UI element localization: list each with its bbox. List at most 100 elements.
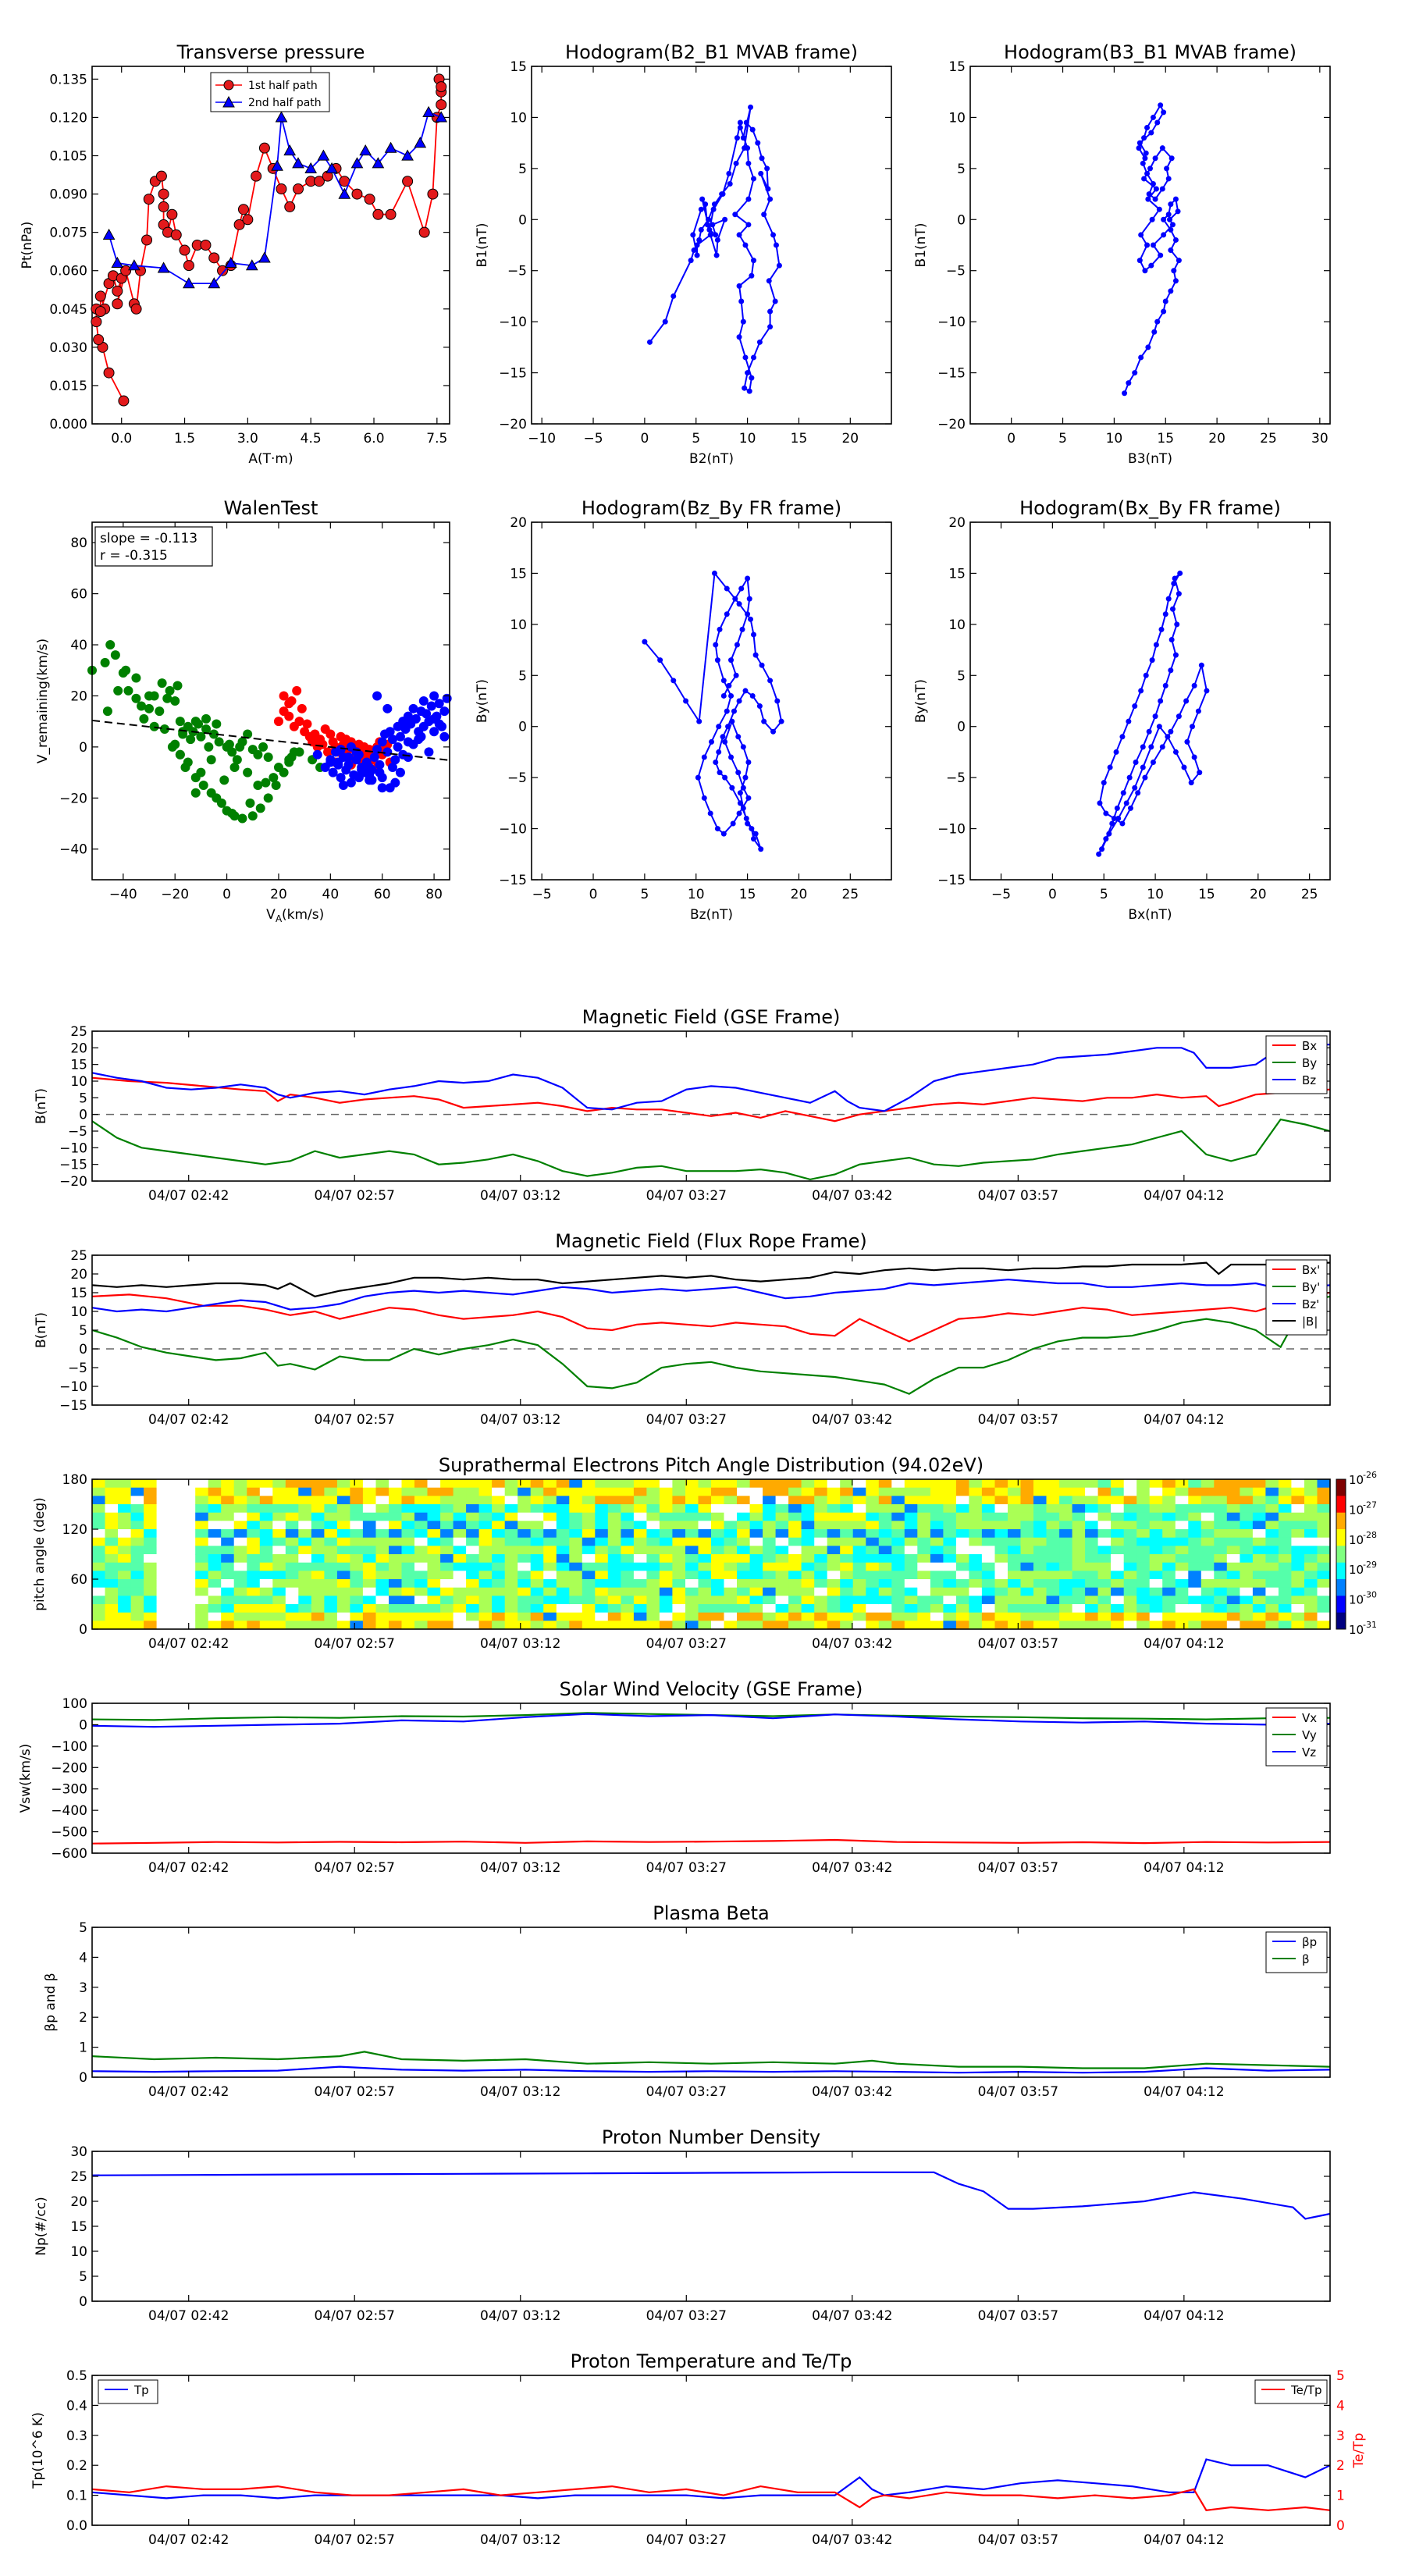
heatmap-cell (595, 1571, 609, 1580)
heatmap-cell (595, 1512, 609, 1521)
heatmap-cell (569, 1554, 583, 1564)
heatmap-cell (518, 1496, 532, 1505)
heatmap-cell (917, 1621, 931, 1630)
hodogram-point (742, 242, 749, 248)
hodogram-point (1138, 688, 1144, 694)
heatmap-cell (633, 1529, 647, 1539)
heatmap-cell (1214, 1504, 1228, 1514)
walen-point-green (212, 793, 222, 803)
heatmap-cell (737, 1587, 750, 1596)
heatmap-cell (607, 1579, 621, 1589)
heatmap-cell (659, 1529, 673, 1539)
heatmap-cell (130, 1546, 144, 1555)
heatmap-cell (1020, 1562, 1034, 1571)
heatmap-cell (556, 1554, 570, 1564)
heatmap-cell (930, 1512, 944, 1521)
hodogram-point (683, 698, 689, 704)
heatmap-cell (259, 1554, 273, 1564)
x-tick-label: 04/07 02:57 (315, 1188, 395, 1204)
hodogram-point (1172, 575, 1178, 582)
heatmap-cell (182, 1554, 196, 1564)
heatmap-cell (1291, 1571, 1305, 1580)
heatmap-cell (453, 1537, 467, 1546)
y-tick-label-right: 1 (1336, 2489, 1345, 2504)
heatmap-cell (362, 1579, 376, 1589)
hodogram-point (713, 252, 720, 258)
heatmap-cell (917, 1496, 931, 1505)
heatmap-cell (801, 1612, 815, 1621)
heatmap-cell (981, 1571, 995, 1580)
heatmap-cell (169, 1554, 183, 1564)
heatmap-cell (814, 1479, 828, 1489)
heatmap-cell (401, 1604, 415, 1614)
heatmap-cell (362, 1546, 376, 1555)
heatmap-cell (247, 1587, 261, 1596)
walen-point-green (263, 793, 273, 803)
heatmap-cell (685, 1496, 699, 1505)
heatmap-cell (955, 1512, 969, 1521)
hodogram-point (1147, 165, 1153, 172)
heatmap-cell (582, 1587, 596, 1596)
x-tick-label: −5 (532, 887, 552, 902)
heatmap-cell (247, 1504, 261, 1514)
hodogram-point (732, 596, 738, 602)
heatmap-cell (775, 1529, 789, 1539)
heatmap-cell (375, 1596, 389, 1605)
heatmap-cell (504, 1621, 518, 1630)
heatmap-cell (930, 1604, 944, 1614)
heatmap-cell (646, 1579, 660, 1589)
heatmap-cell (530, 1579, 544, 1589)
heatmap-cell (389, 1596, 402, 1605)
heatmap-cell (749, 1612, 763, 1621)
heatmap-cell (878, 1571, 892, 1580)
heatmap-cell (1226, 1479, 1240, 1489)
y-tick-label-right: 5 (1336, 2368, 1345, 2384)
walen-point-green (286, 752, 297, 762)
heatmap-cell (556, 1571, 570, 1580)
y-tick-label: 15 (70, 2219, 87, 2235)
heatmap-cell (763, 1596, 777, 1605)
data-point-first-half (141, 234, 153, 246)
x-tick-label: 04/07 03:27 (646, 1636, 727, 1652)
heatmap-cell (1240, 1496, 1254, 1505)
heatmap-cell (1033, 1487, 1047, 1496)
heatmap-cell (1291, 1604, 1305, 1614)
heatmap-cell (118, 1562, 131, 1571)
heatmap-cell (607, 1521, 621, 1530)
chart-title: Hodogram(Bx_By FR frame) (1019, 497, 1281, 519)
heatmap-cell (685, 1546, 699, 1555)
heatmap-cell (427, 1562, 441, 1571)
heatmap-cell (1278, 1596, 1292, 1605)
heatmap-cell (1046, 1529, 1060, 1539)
heatmap-cell (698, 1504, 712, 1514)
heatmap-cell (1317, 1521, 1331, 1530)
hodogram-point (1169, 606, 1176, 612)
heatmap-cell (1291, 1512, 1305, 1521)
heatmap-cell (607, 1596, 621, 1605)
heatmap-cell (427, 1487, 441, 1496)
heatmap-cell (866, 1579, 880, 1589)
heatmap-cell (492, 1479, 506, 1489)
heatmap-cell (492, 1546, 506, 1555)
heatmap-cell (1226, 1512, 1240, 1521)
heatmap-cell (866, 1537, 880, 1546)
hodogram-point (736, 698, 742, 704)
heatmap-cell (788, 1504, 802, 1514)
heatmap-cell (1317, 1587, 1331, 1596)
heatmap-cell (904, 1521, 918, 1530)
heatmap-cell (453, 1529, 467, 1539)
heatmap-cell (595, 1537, 609, 1546)
heatmap-cell (350, 1596, 364, 1605)
y-tick-label: −20 (937, 417, 966, 432)
heatmap-cell (233, 1529, 247, 1539)
heatmap-cell (840, 1579, 854, 1589)
heatmap-cell (801, 1496, 815, 1505)
x-tick-label: 10 (1106, 431, 1123, 447)
heatmap-cell (621, 1479, 635, 1489)
heatmap-cell (621, 1612, 635, 1621)
heatmap-cell (1111, 1604, 1125, 1614)
hodogram-point (1176, 591, 1182, 597)
heatmap-cell (92, 1562, 105, 1571)
heatmap-cell (118, 1529, 131, 1539)
heatmap-cell (105, 1546, 119, 1555)
